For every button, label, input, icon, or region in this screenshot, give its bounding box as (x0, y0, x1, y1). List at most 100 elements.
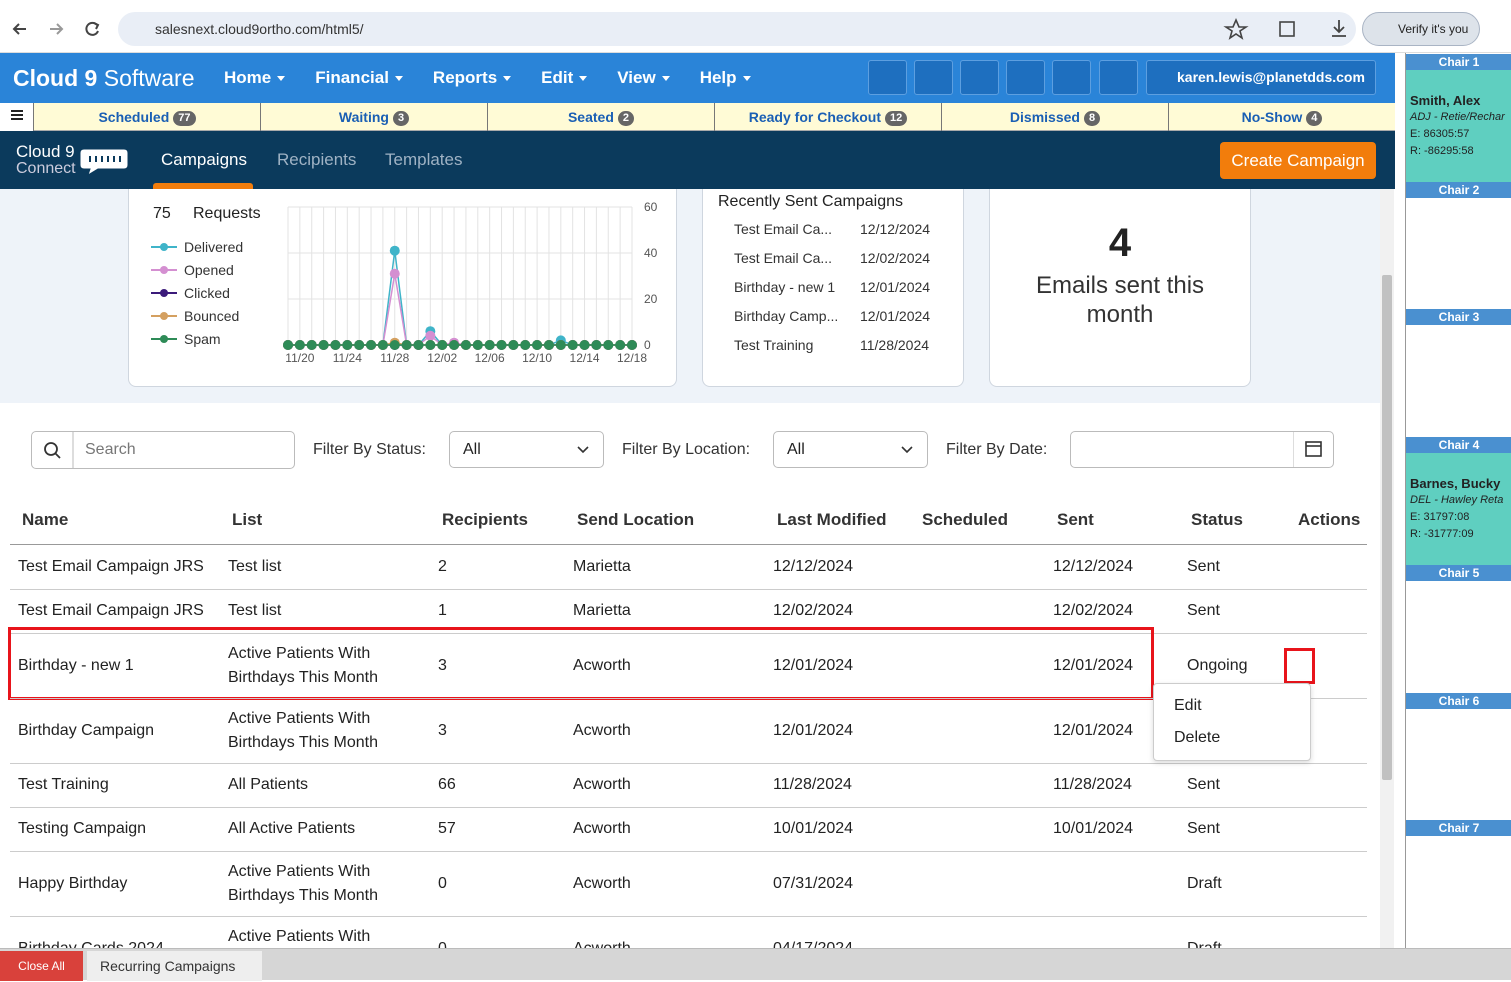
address-bar[interactable]: salesnext.cloud9ortho.com/html5/ (118, 12, 1356, 46)
status-tab[interactable]: Scheduled 77 (33, 103, 260, 131)
column-header[interactable]: Sent (1057, 510, 1094, 529)
location-filter[interactable]: All (773, 431, 928, 468)
column-header[interactable]: Recipients (442, 510, 528, 529)
column-header[interactable]: List (232, 510, 263, 529)
connect-logo-icon (79, 148, 129, 177)
y-tick-label: 0 (644, 338, 651, 352)
nav-tab[interactable]: Campaigns (161, 150, 247, 169)
search-icon (44, 432, 74, 468)
data-point (532, 340, 543, 350)
menu-item[interactable]: Help (700, 68, 751, 88)
cell-location: Acworth (573, 874, 631, 892)
status-count: 12 (885, 111, 908, 126)
legend-marker (160, 312, 168, 320)
icon-button[interactable] (960, 60, 999, 95)
menu-item[interactable]: Financial (315, 68, 403, 88)
close-all-button[interactable]: Close All (0, 951, 83, 981)
connect-logo: Cloud 9 Connect (16, 143, 76, 177)
icon-button[interactable] (1052, 60, 1091, 95)
legend-marker (160, 335, 168, 343)
scroll-thumb[interactable] (1382, 275, 1392, 780)
status-filter[interactable]: All (449, 431, 604, 468)
column-header[interactable]: Last Modified (777, 510, 887, 529)
data-point (615, 340, 626, 350)
menu-item[interactable]: Edit (541, 68, 588, 88)
date-filter[interactable] (1070, 431, 1334, 468)
nav-tab[interactable]: Templates (385, 150, 463, 169)
cell-sent: 12/01/2024 (1053, 721, 1134, 739)
patient-procedure: DEL - Hawley Reta (1410, 494, 1504, 506)
cell-status: Sent (1187, 776, 1220, 793)
legend-label: Delivered (184, 239, 243, 255)
menu-item[interactable]: View (617, 68, 670, 88)
patient-name: Smith, Alex (1410, 93, 1481, 108)
cell-status: Sent (1187, 602, 1220, 619)
data-point (330, 340, 341, 350)
cell-sent: 11/28/2024 (1053, 776, 1132, 793)
status-tab[interactable]: Ready for Checkout 12 (714, 103, 941, 131)
icon-button[interactable] (1006, 60, 1045, 95)
column-header: Actions (1298, 510, 1361, 529)
nav-icons (12, 21, 100, 36)
patient-card[interactable]: Smith, Alex ADJ - Retie/Rechar E: 86305:57… (1406, 70, 1511, 182)
recent-date: 12/02/2024 (860, 250, 931, 266)
data-point (627, 340, 637, 350)
menu-label: Reports (432, 68, 498, 87)
column-header[interactable]: Scheduled (922, 510, 1008, 529)
icon-button[interactable] (1099, 60, 1138, 95)
scrollbar (1380, 189, 1394, 948)
status-label: Ready for Checkout (748, 109, 881, 125)
menu-bar: Home Financial Reports Edit View Help (224, 53, 751, 103)
date-filter-label: Filter By Date: (946, 441, 1048, 458)
action-item[interactable]: Delete (1170, 728, 1220, 749)
emails-card: 4 Emails sent this month (989, 170, 1251, 387)
legend-marker (160, 289, 168, 297)
status-tab[interactable]: Dismissed 8 (941, 103, 1168, 131)
status-tab[interactable]: Seated 2 (487, 103, 714, 131)
connect-logo-text: Cloud 9 (16, 142, 75, 161)
caret (579, 76, 588, 82)
row-rule (10, 916, 1367, 917)
recent-name: Birthday Camp... (734, 308, 839, 324)
data-point (389, 340, 400, 350)
patient-card[interactable]: Barnes, Bucky DEL - Hawley Reta E: 31797:0… (1406, 453, 1511, 565)
status-tab[interactable]: Waiting 3 (260, 103, 487, 131)
data-point (318, 340, 329, 350)
column-header[interactable]: Name (22, 510, 69, 529)
profile-button[interactable]: Verify it's you (1362, 12, 1480, 46)
caret (503, 76, 512, 82)
data-point (366, 340, 377, 350)
x-tick-label: 12/02 (427, 351, 457, 365)
menu-item[interactable]: Reports (432, 68, 512, 88)
chair-header: Chair 4 (1406, 437, 1511, 453)
cell-recipients: 3 (438, 721, 447, 739)
bottom-tab[interactable]: Recurring Campaigns (87, 951, 262, 981)
row-rule (10, 763, 1367, 764)
connect-nav: Cloud 9 Connect Campaigns Recipients Templ… (0, 131, 1395, 189)
cell-recipients: 0 (438, 939, 447, 949)
icon-button[interactable] (914, 60, 953, 95)
cell-location: Acworth (573, 656, 631, 674)
cell-name: Birthday Cards 2024 (18, 939, 164, 949)
nav-tab[interactable]: Recipients (277, 150, 357, 169)
row-rule (10, 807, 1367, 808)
cell-list: All Active Patients (228, 820, 356, 837)
menu-item[interactable]: Home (224, 68, 286, 88)
create-campaign-button[interactable]: Create Campaign (1220, 142, 1376, 179)
chair-header: Chair 7 (1406, 820, 1511, 836)
cell-list: All Patients (228, 776, 309, 793)
recent-name: Test Email Ca... (734, 250, 833, 266)
search-box[interactable]: Search (31, 431, 295, 469)
data-point (449, 340, 460, 350)
hamburger[interactable] (0, 103, 33, 131)
cell-location: Acworth (573, 721, 631, 739)
status-tab[interactable]: No-Show 4 (1168, 103, 1395, 131)
recent-card: Recently Sent Campaigns Test Email Ca...… (702, 170, 964, 387)
action-item[interactable]: Edit (1170, 696, 1202, 717)
icon-button[interactable] (868, 60, 907, 95)
browser-toolbar: salesnext.cloud9ortho.com/html5/ Verify … (0, 0, 1511, 53)
data-point (591, 340, 602, 350)
user-button[interactable]: karen.lewis@planetdds.com (1146, 60, 1376, 95)
caret (277, 76, 286, 82)
